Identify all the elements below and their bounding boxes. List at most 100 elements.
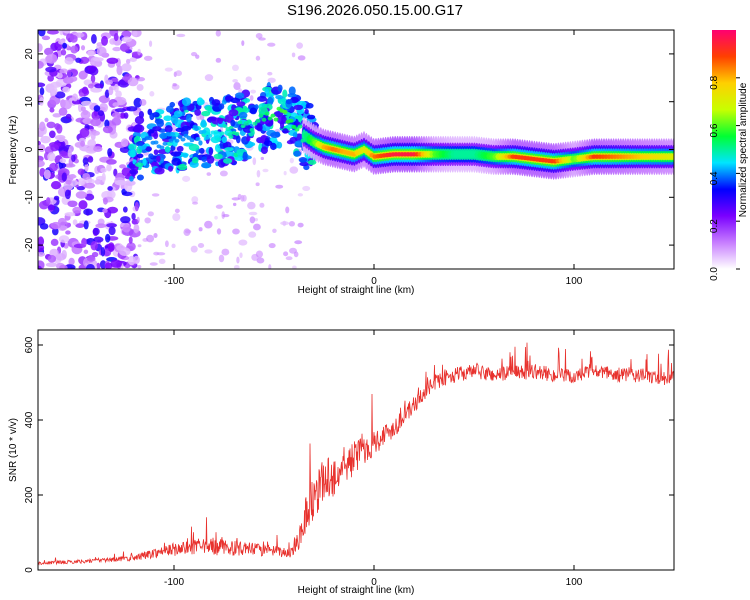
- spectrogram-noise-blob: [83, 208, 93, 216]
- spectrogram-y-tick-label: -10: [24, 190, 35, 205]
- spectrogram-faint-blob: [252, 157, 257, 166]
- spectrogram-ridge-core: [171, 136, 177, 141]
- spectrogram-noise-blob: [39, 87, 45, 96]
- spectrogram-faint-blob: [233, 82, 241, 91]
- spectrogram-noise-blob: [104, 89, 110, 98]
- spectrogram-noise-blob: [96, 262, 101, 269]
- spectrogram-ridge-cloud: [235, 156, 244, 162]
- spectrogram-faint-blob: [255, 55, 261, 61]
- colorbar-tick-label: 0.6: [709, 123, 720, 137]
- spectrogram-noise-blob: [68, 75, 78, 82]
- spectrogram-noise-blob: [62, 42, 68, 49]
- spectrogram-noise-blob: [47, 255, 57, 263]
- spectrogram-ridge-core: [225, 127, 231, 132]
- spectrogram-noise-blob: [45, 66, 57, 73]
- spectrogram-ridge-core: [294, 127, 300, 132]
- spectrogram-faint-blob: [204, 74, 214, 82]
- spectrogram-noise-blob: [79, 127, 90, 138]
- spectrogram-ridge-cloud: [289, 96, 299, 104]
- spectrogram-ridge-cloud: [201, 156, 208, 162]
- spectrogram-ridge-cloud: [293, 104, 304, 111]
- spectrogram-noise-blob: [82, 157, 89, 165]
- spectrogram-ridge-cloud: [136, 174, 144, 181]
- spectrogram-noise-blob: [100, 167, 107, 173]
- spectrogram-faint-blob: [241, 40, 245, 47]
- spectrogram-faint-blob: [158, 258, 166, 265]
- snr-series-line: [38, 342, 674, 566]
- spectrogram-faint-blob: [136, 77, 146, 82]
- spectrogram-ridge-core: [168, 138, 174, 143]
- spectrogram-faint-blob: [192, 201, 199, 205]
- spectrogram-noise-blob: [58, 107, 68, 116]
- spectrogram-noise-blob: [124, 180, 136, 186]
- spectrogram-noise-blob: [59, 158, 66, 164]
- spectrogram-noise-blob: [38, 43, 43, 53]
- spectrogram-faint-blob: [267, 77, 276, 83]
- spectrogram-ridge-cloud: [173, 110, 183, 118]
- spectrogram-ridge-cloud: [129, 149, 136, 158]
- spectrogram-y-tick-label: 0: [24, 146, 35, 152]
- spectrogram-noise-blob: [121, 76, 131, 81]
- spectrogram-noise-blob: [115, 90, 122, 98]
- spectrogram-faint-blob: [247, 201, 256, 210]
- spectrogram-noise-blob: [84, 193, 95, 201]
- spectrogram-noise-blob: [84, 162, 89, 172]
- spectrogram-faint-blob: [190, 51, 198, 57]
- spectrogram-faint-blob: [153, 233, 158, 239]
- spectrogram-ridge-cloud: [236, 101, 246, 107]
- snr-x-axis-label: Height of straight line (km): [298, 585, 415, 596]
- spectrogram-ridge-cloud: [171, 157, 182, 166]
- spectrogram-ridge-cloud: [169, 101, 176, 108]
- spectrogram-ridge-core: [147, 136, 153, 141]
- spectrogram-faint-blob: [206, 172, 212, 176]
- spectrogram-ridge-cloud: [154, 167, 165, 175]
- spectrogram-faint-blob: [137, 244, 142, 248]
- spectrogram-faint-blob: [198, 227, 203, 232]
- spectrogram-faint-blob: [288, 221, 296, 227]
- spectrogram-ridge-core: [237, 120, 243, 125]
- spectrogram-noise-blob: [39, 121, 46, 132]
- spectrogram-noise-blob: [81, 237, 87, 248]
- spectrogram-noise-blob: [102, 125, 113, 134]
- spectrogram-faint-blob: [197, 242, 205, 249]
- spectrogram-noise-blob: [47, 204, 56, 211]
- spectrogram-faint-blob: [191, 196, 199, 203]
- spectrogram-ridge-core: [252, 121, 258, 126]
- spectrogram-faint-blob: [249, 216, 256, 224]
- spectrogram-x-ticks: -100 0 100: [164, 30, 583, 287]
- spectrogram-ridge-cloud: [221, 136, 228, 143]
- spectrogram-faint-blob: [292, 265, 297, 269]
- spectrogram-faint-blob: [190, 245, 198, 253]
- spectrogram-noise-blob: [43, 169, 51, 180]
- spectrogram-noise-blob: [41, 35, 51, 41]
- spectrogram-noise-blob: [106, 57, 119, 64]
- spectrogram-faint-blob: [249, 95, 254, 101]
- spectrogram-noise-blob: [91, 251, 99, 258]
- spectrogram-faint-blob: [171, 243, 176, 249]
- spectrogram-noise-blob: [47, 30, 59, 35]
- spectrogram-noise-blob: [75, 191, 87, 199]
- spectrogram-ridge-core: [192, 124, 198, 129]
- spectrogram-ridge-cloud: [256, 123, 263, 132]
- spectrogram-faint-blob: [256, 257, 265, 264]
- spectrogram-ridge-cloud: [305, 102, 314, 109]
- spectrogram-ridge-cloud: [218, 103, 225, 110]
- spectrogram-noise-blob: [122, 206, 128, 213]
- spectrogram-faint-blob: [146, 234, 155, 243]
- spectrogram-noise-blob: [90, 87, 103, 93]
- spectrogram-noise-blob: [80, 100, 93, 106]
- snr-frame: [37, 329, 675, 571]
- spectrogram-ridge-cloud: [128, 143, 137, 151]
- spectrogram-noise-blob: [64, 212, 76, 217]
- spectrogram-faint-blob: [297, 222, 304, 228]
- spectrogram-faint-blob: [248, 231, 257, 238]
- spectrogram-noise-blob: [56, 124, 63, 134]
- spectrogram-faint-blob: [254, 217, 259, 222]
- spectrogram-noise-blob: [76, 185, 85, 191]
- spectrogram-noise-blob: [103, 197, 108, 205]
- spectrogram-ridge-cloud: [275, 94, 284, 100]
- spectrogram-faint-blob: [245, 76, 252, 83]
- spectrogram-noise-blob: [109, 38, 117, 45]
- spectrogram-noise-blob: [45, 53, 58, 64]
- spectrogram-ridge-cloud: [228, 109, 239, 117]
